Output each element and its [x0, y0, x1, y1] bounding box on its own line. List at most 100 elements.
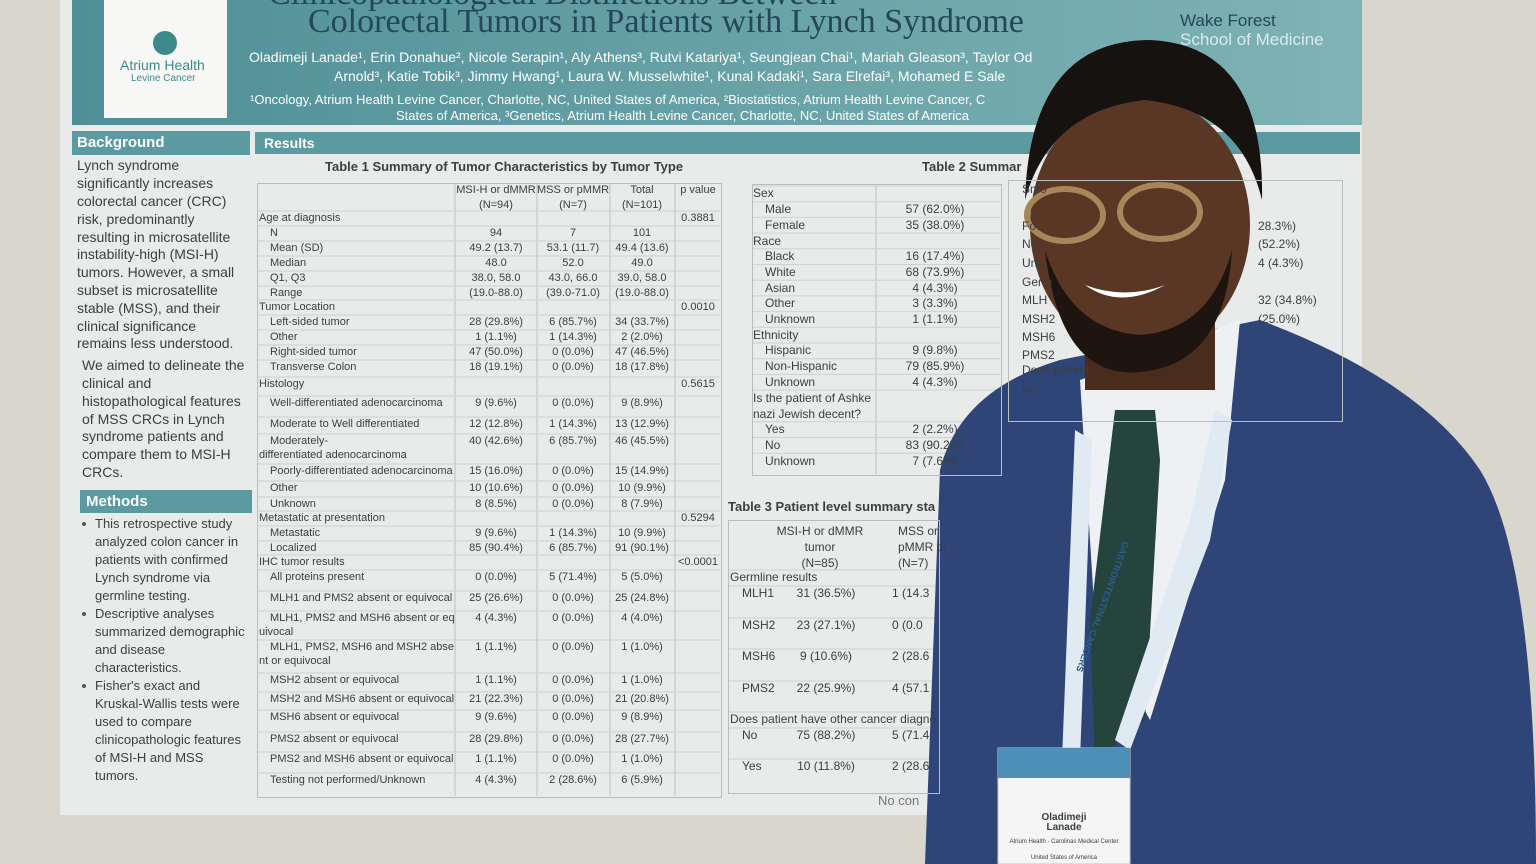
- cell: 40 (42.6%): [469, 434, 523, 447]
- bullet-line: This retrospective study: [95, 515, 233, 531]
- row-label: Localized: [270, 541, 317, 554]
- column-header: (N=7): [559, 198, 587, 211]
- smile: [1085, 285, 1165, 298]
- head: [1030, 95, 1250, 355]
- bullet-line: patients with confirmed: [95, 551, 228, 567]
- paragraph-line: subset is microsatellite: [77, 281, 218, 298]
- paragraph-line: histopathological features: [82, 392, 241, 409]
- lanyard: [1062, 410, 1232, 760]
- logo-text: School of Medicine: [1180, 29, 1324, 49]
- cell: 2 (28.6%): [549, 773, 597, 786]
- cell: 0 (0.0%): [552, 710, 594, 723]
- section-heading: Methods: [86, 492, 148, 510]
- row-label: MLH: [1022, 293, 1048, 308]
- cell: 52.0: [562, 256, 584, 269]
- row-label: Female: [765, 217, 806, 232]
- row-label: Is the patient of Ashke: [753, 390, 872, 405]
- bullet-line: tumors.: [95, 767, 139, 783]
- row-label: MLH1 and PMS2 absent or equivocal: [270, 591, 453, 604]
- bullet: [82, 612, 86, 616]
- table-frame: [257, 183, 722, 798]
- cell: 0 (0.0%): [552, 732, 594, 745]
- bullet-line: germline testing.: [95, 587, 191, 603]
- cell: 49.4 (13.6): [615, 241, 669, 254]
- column-header: (N=101): [621, 198, 663, 211]
- row-label: Unknown: [270, 497, 316, 510]
- cell: 9 (8.9%): [621, 396, 663, 409]
- paragraph-line: We aimed to delineate the: [82, 357, 245, 374]
- cell: 38.0, 58.0: [471, 271, 521, 284]
- cell: (52.2%): [1258, 237, 1301, 252]
- cell: 0 (0.0%): [552, 611, 594, 624]
- background-bar: [72, 131, 250, 155]
- cell: 25 (26.6%): [469, 591, 523, 604]
- bullet: [82, 684, 86, 688]
- badge-org: Atrium Health - Carolinas Medical Center: [1009, 838, 1119, 845]
- cell: 21 (20.8%): [615, 692, 669, 705]
- column-header: MSS or: [898, 524, 939, 539]
- section-heading: Results: [264, 135, 315, 152]
- logo-mark: [153, 31, 177, 55]
- row-label: Ethnicity: [753, 327, 799, 342]
- row-label: Moderately-: [270, 434, 329, 447]
- cell: 0 (0.0%): [552, 464, 594, 477]
- cell: 75 (88.2%): [796, 728, 856, 743]
- row-label: White: [765, 264, 796, 279]
- cell: 7 (7.6%): [912, 453, 958, 468]
- bullet: [82, 522, 86, 526]
- title: Clinicopathological Distinctions Between: [268, 0, 836, 11]
- affiliation: ¹Oncology, Atrium Health Levine Cancer, …: [250, 91, 986, 107]
- cell: 0 (0.0%): [552, 640, 594, 653]
- row-label: Other: [270, 330, 298, 343]
- cell: 49.0: [631, 256, 653, 269]
- badge-name: Lanade: [1046, 821, 1082, 833]
- cell: 9 (9.6%): [475, 710, 517, 723]
- row-label: Unk: [1022, 256, 1044, 271]
- row-label: Q1, Q3: [270, 271, 306, 284]
- row-label: All proteins present: [270, 570, 365, 583]
- cell: 1 (14.3: [892, 586, 930, 601]
- cell: 1 (14.3%): [549, 330, 597, 343]
- p-value: 0.5615: [681, 377, 715, 390]
- row-label: Black: [765, 249, 795, 264]
- bullet-line: analyzed colon cancer in: [95, 533, 239, 549]
- cell: 5 (71.4: [892, 728, 930, 743]
- row-label: PMS2 absent or equivocal: [270, 732, 399, 745]
- cell: 48.0: [485, 256, 507, 269]
- authors: Oladimeji Lanade¹, Erin Donahue², Nicole…: [249, 49, 1033, 66]
- row-label: No: [742, 728, 758, 743]
- row-label: MLH1, PMS2, MSH6 and MSH2 abse: [270, 640, 455, 653]
- badge-band: [998, 748, 1130, 778]
- cell: 4 (4.3%): [912, 374, 958, 389]
- cell: 9 (9.6%): [475, 396, 517, 409]
- logo-text: Levine Cancer: [131, 72, 196, 84]
- cell: 4 (4.3%): [475, 773, 517, 786]
- row-label: No: [1022, 383, 1038, 398]
- cell: 2 (2.0%): [621, 330, 663, 343]
- p-value: 0.0010: [681, 300, 715, 313]
- cell: 2 (2.2%): [912, 422, 958, 437]
- logo-box: [104, 0, 227, 118]
- cell: 10 (9.9%): [618, 526, 666, 539]
- cell: 10 (11.8%): [797, 759, 855, 774]
- cell: 23 (27.1%): [796, 618, 856, 633]
- row-label: Range: [270, 286, 303, 299]
- paragraph-line: compare them to MSI-H: [82, 446, 231, 463]
- row-label: PMS2: [742, 681, 775, 696]
- column-header: MSS or pMMR: [536, 183, 610, 196]
- cell: 6 (85.7%): [549, 541, 597, 554]
- cell: 4 (4.3%): [1258, 256, 1304, 271]
- bullet-line: Kruskal-Wallis tests were: [95, 695, 240, 711]
- bullet-line: and disease: [95, 641, 166, 657]
- cell: 0 (0.0%): [552, 692, 594, 705]
- cell: 4 (57.1: [892, 681, 930, 696]
- cell: 1 (14.3%): [549, 526, 597, 539]
- cell: 16 (17.4%): [905, 249, 965, 264]
- paragraph-line: tumors. However, a small: [77, 264, 235, 281]
- row-label: Unknown: [765, 374, 816, 389]
- table-title: Table 1 Summary of Tumor Characteristics…: [325, 158, 684, 174]
- row-label: Other: [765, 296, 796, 311]
- row-label: Histology: [259, 377, 305, 390]
- cell: 6 (85.7%): [549, 434, 597, 447]
